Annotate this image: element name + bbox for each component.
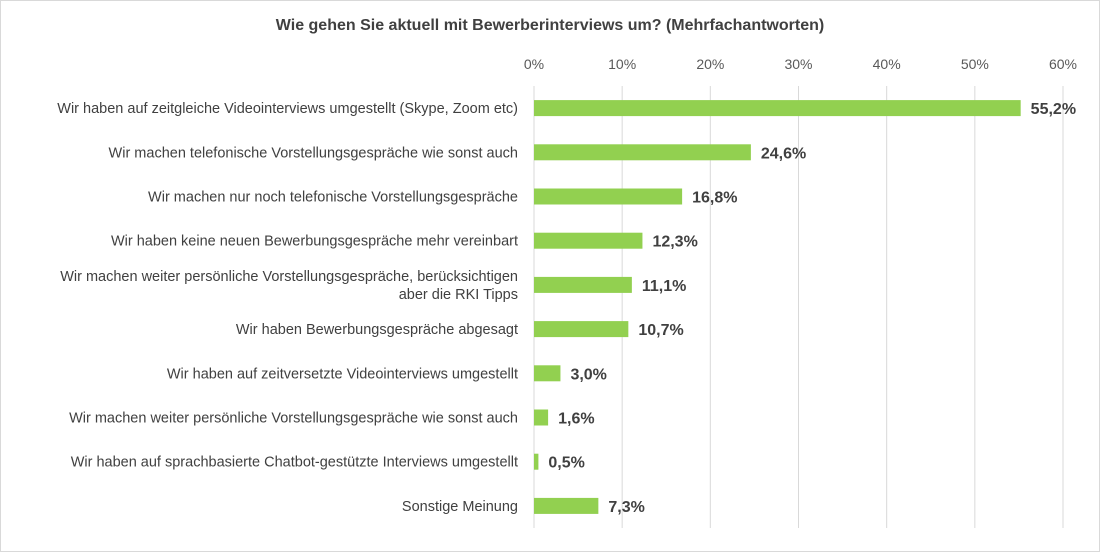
category-label-line: Wir haben auf zeitversetzte Videointervi… (167, 366, 518, 382)
category-label-line: Wir haben auf sprachbasierte Chatbot-ges… (71, 455, 518, 471)
x-tick-label: 50% (961, 56, 989, 72)
bar (534, 144, 751, 161)
category-label-line: Sonstige Meinung (402, 499, 518, 515)
value-label: 16,8% (692, 190, 737, 207)
category-label: Wir machen weiter persönliche Vorstellun… (69, 411, 518, 427)
category-label: Wir haben keine neuen Bewerbungsgespräch… (111, 234, 518, 250)
bar (534, 232, 643, 249)
category-label: Wir haben auf sprachbasierte Chatbot-ges… (71, 455, 518, 471)
chart-title: Wie gehen Sie aktuell mit Bewerberinterv… (275, 17, 825, 34)
bar (534, 321, 629, 338)
x-tick-label: 30% (784, 56, 812, 72)
value-label: 12,3% (652, 234, 697, 251)
value-label: 1,6% (558, 411, 594, 428)
bar (534, 188, 683, 205)
category-label: Wir machen weiter persönliche Vorstellun… (60, 269, 518, 303)
value-label: 55,2% (1031, 101, 1076, 118)
x-tick-label: 0% (524, 56, 544, 72)
category-label-line: Wir machen weiter persönliche Vorstellun… (60, 269, 518, 285)
value-label: 10,7% (638, 322, 683, 339)
bar (534, 365, 561, 382)
category-label-line: Wir haben keine neuen Bewerbungsgespräch… (111, 234, 518, 250)
bar (534, 453, 539, 470)
bar (534, 100, 1021, 117)
category-label: Wir haben auf zeitversetzte Videointervi… (167, 366, 518, 382)
category-label: Sonstige Meinung (402, 499, 518, 515)
category-label-line: Wir haben auf zeitgleiche Videointerview… (57, 101, 518, 117)
category-label-line: aber die RKI Tipps (399, 287, 518, 303)
value-label: 24,6% (761, 145, 806, 162)
value-label: 11,1% (642, 278, 686, 295)
value-label: 3,0% (570, 366, 606, 383)
bar (534, 276, 632, 293)
category-label: Wir machen nur noch telefonische Vorstel… (148, 190, 518, 206)
x-tick-label: 40% (873, 56, 901, 72)
x-tick-label: 60% (1049, 56, 1077, 72)
x-tick-label: 10% (608, 56, 636, 72)
category-label-line: Wir machen nur noch telefonische Vorstel… (148, 190, 518, 206)
bar (534, 409, 549, 426)
bar (534, 497, 599, 514)
category-label-line: Wir machen weiter persönliche Vorstellun… (69, 411, 518, 427)
category-label-line: Wir machen telefonische Vorstellungsgesp… (109, 145, 518, 161)
x-tick-label: 20% (696, 56, 724, 72)
category-label: Wir machen telefonische Vorstellungsgesp… (109, 145, 518, 161)
category-label-line: Wir haben Bewerbungsgespräche abgesagt (236, 322, 518, 338)
value-label: 0,5% (548, 455, 584, 472)
category-label: Wir haben Bewerbungsgespräche abgesagt (236, 322, 518, 338)
value-label: 7,3% (608, 499, 644, 516)
category-label: Wir haben auf zeitgleiche Videointerview… (57, 101, 518, 117)
